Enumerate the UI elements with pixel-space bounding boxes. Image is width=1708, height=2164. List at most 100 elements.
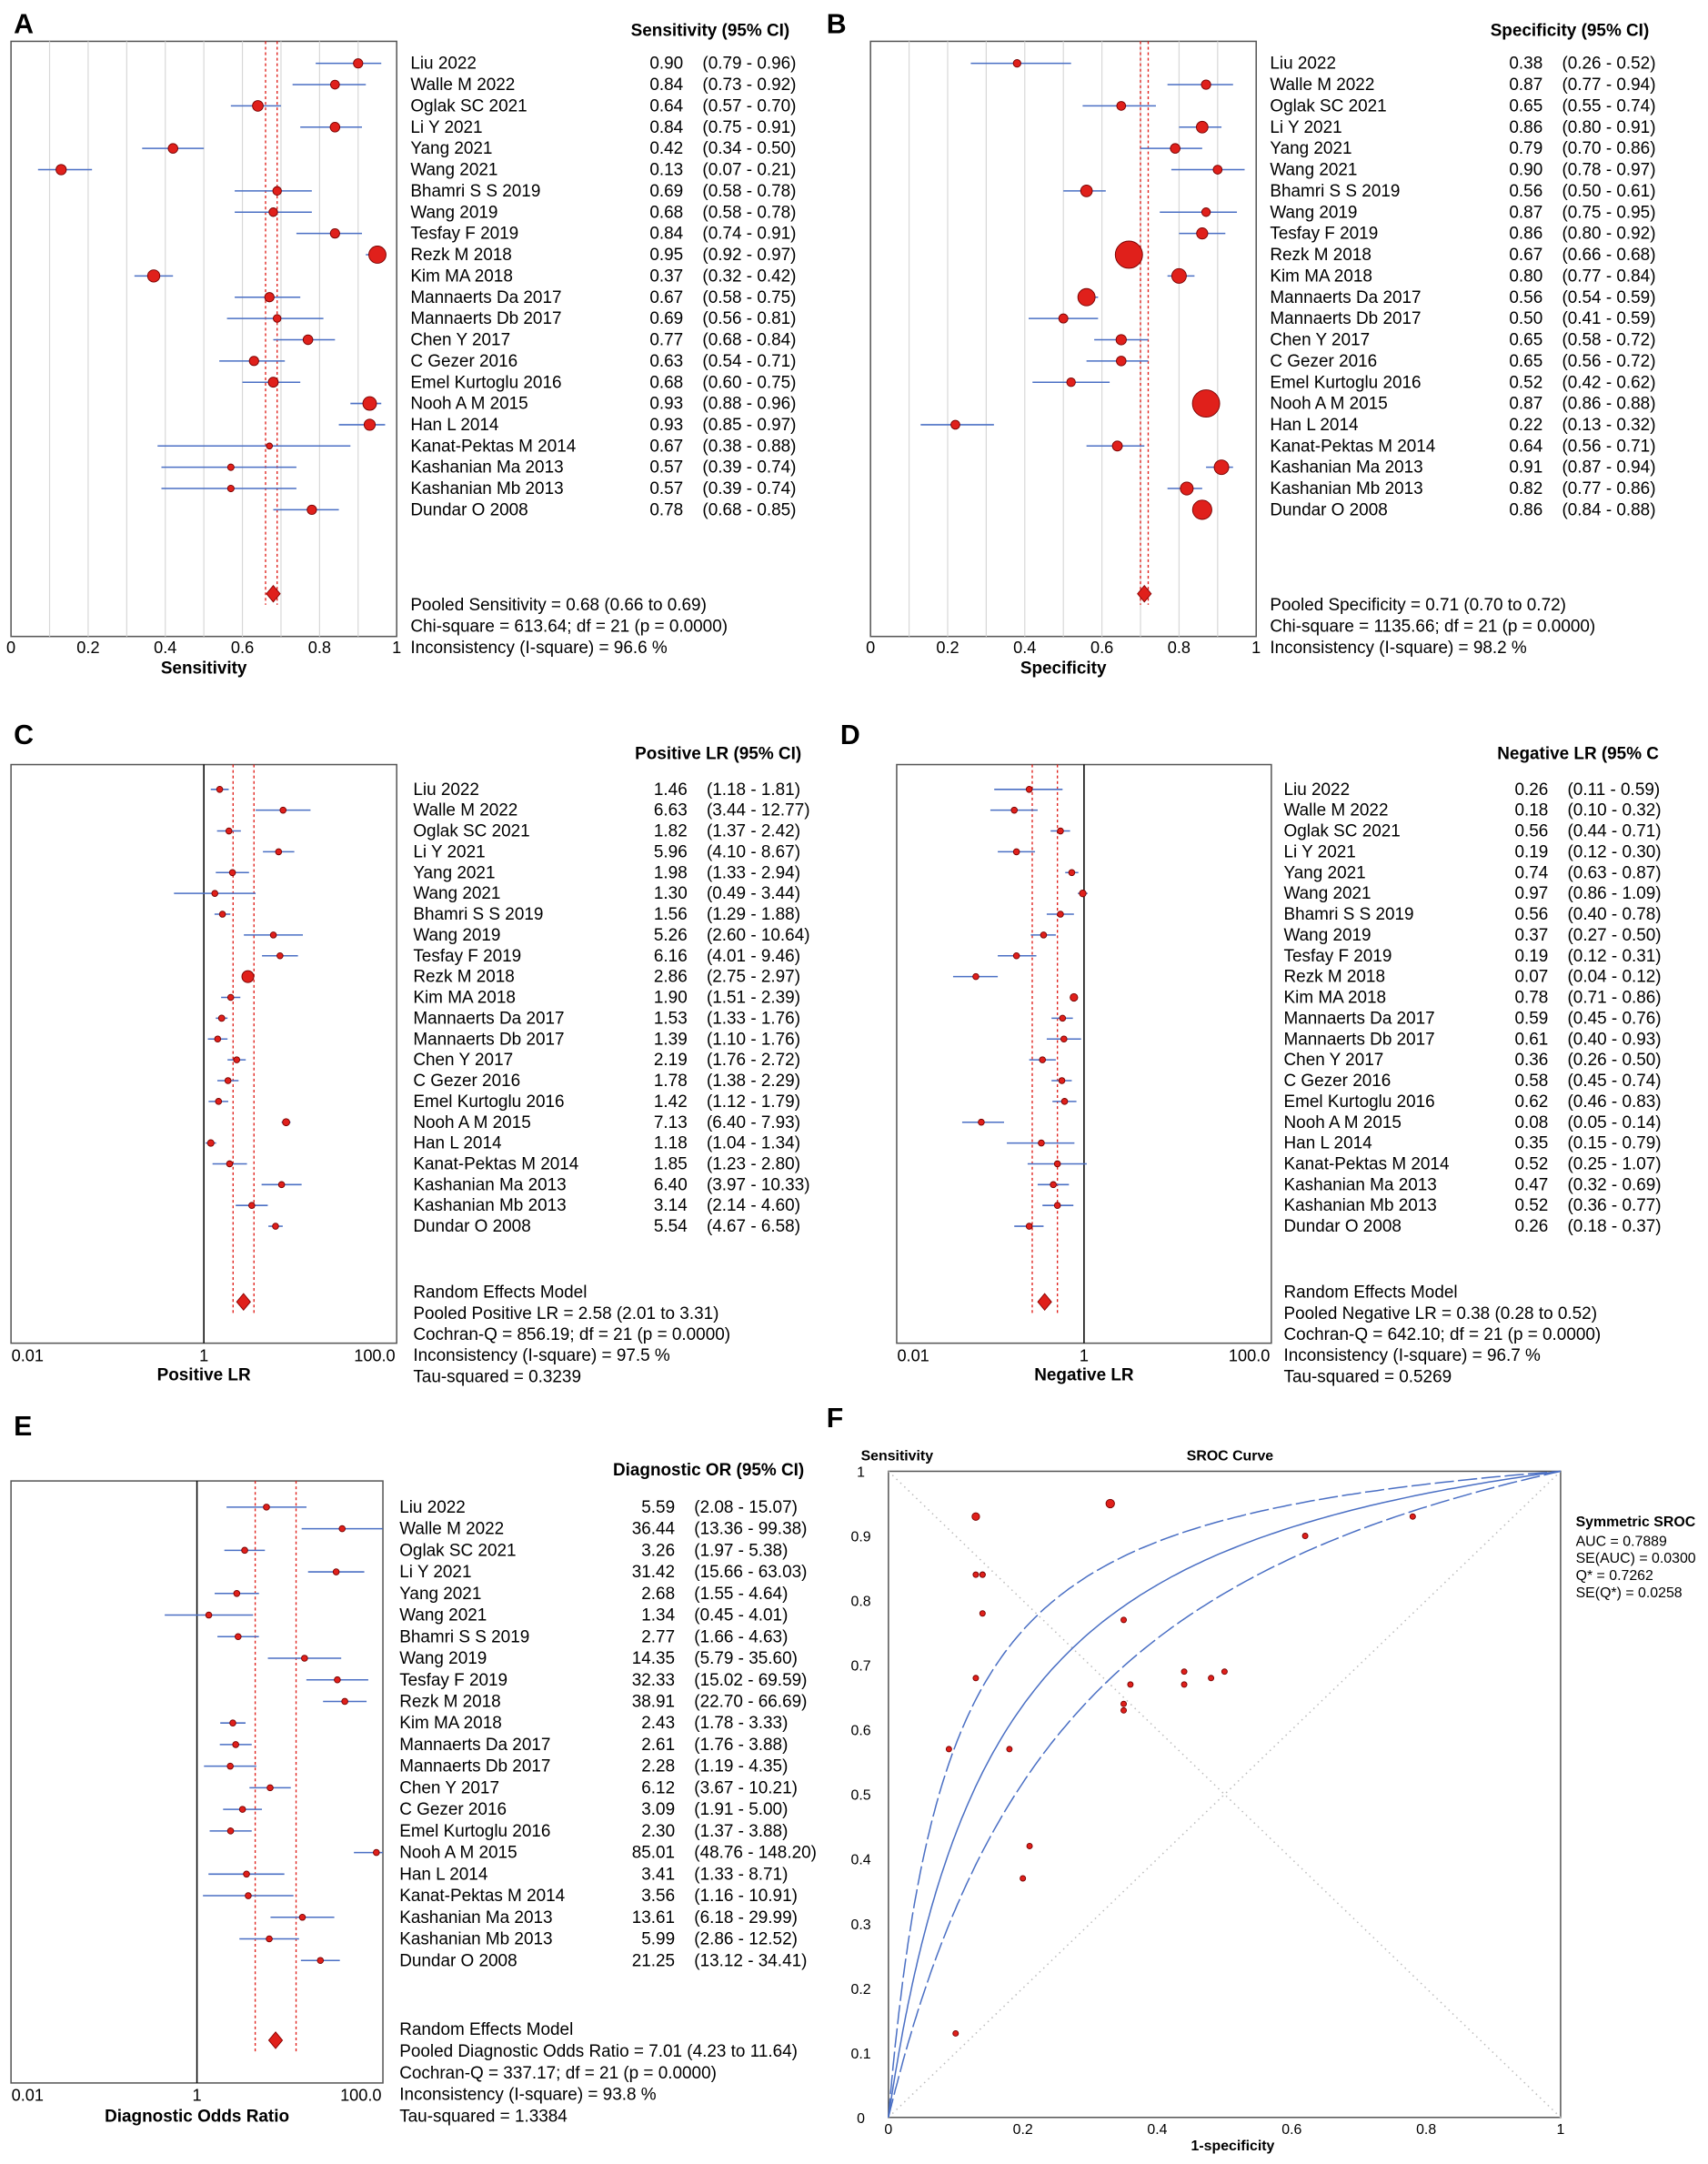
forest-plot-b: B Specificity (95% CI) Liu 2022 0.38 (0.26 -…	[827, 9, 1656, 678]
estimate-value: 0.67	[649, 288, 683, 307]
estimate-value: 1.18	[654, 1134, 688, 1153]
estimate-value: 0.93	[649, 416, 683, 435]
study-marker	[248, 1202, 256, 1209]
tick-label: 0.8	[308, 639, 331, 657]
estimate-value: 0.08	[1514, 1113, 1548, 1132]
study-marker	[1170, 143, 1181, 154]
study-name: Liu 2022	[413, 780, 479, 800]
study-name: Walle M 2022	[410, 75, 515, 95]
study-point	[945, 1746, 952, 1753]
tick-label: 0.2	[76, 639, 99, 657]
study-name: Kim MA 2018	[413, 989, 516, 1008]
sroc-statistic: AUC = 0.7889	[1576, 1534, 1667, 1549]
ci-value: (1.91 - 5.00)	[694, 1800, 788, 1819]
study-marker	[1060, 1098, 1069, 1105]
study-marker	[1191, 499, 1212, 520]
study-marker	[1053, 1202, 1061, 1209]
summary-line: Inconsistency (I-square) = 93.8 %	[399, 2086, 657, 2105]
study-marker	[330, 79, 340, 90]
study-marker	[1038, 1139, 1045, 1147]
ci-value: (0.05 - 0.14)	[1568, 1113, 1662, 1132]
axis-label: Sensitivity	[161, 659, 247, 679]
estimate-value: 0.79	[1509, 139, 1542, 158]
tick-label: 100.0	[1229, 1346, 1270, 1364]
study-name: Walle M 2022	[399, 1520, 504, 1539]
estimate-value: 0.90	[649, 55, 683, 74]
ci-value: (1.18 - 1.81)	[707, 780, 800, 800]
ci-value: (3.44 - 12.77)	[707, 801, 810, 820]
ci-value: (2.86 - 12.52)	[694, 1930, 798, 1949]
study-name: Kashanian Mb 2013	[410, 479, 563, 498]
study-marker	[217, 1014, 226, 1022]
ci-value: (0.50 - 0.61)	[1562, 182, 1655, 201]
study-name: Yang 2021	[399, 1585, 481, 1604]
study-marker	[266, 1935, 273, 1943]
study-name: Mannaerts Da 2017	[410, 288, 561, 307]
study-name: Walle M 2022	[1270, 75, 1374, 95]
estimate-value: 5.96	[654, 842, 688, 861]
estimate-value: 0.64	[649, 96, 683, 116]
panel-letter: F	[827, 1404, 844, 1434]
ci-value: (1.97 - 5.38)	[694, 1541, 788, 1560]
estimate-value: 36.44	[632, 1520, 675, 1539]
summary-line: Random Effects Model	[1284, 1283, 1458, 1303]
study-marker	[329, 122, 341, 133]
study-marker	[1196, 120, 1209, 134]
study-marker	[225, 827, 233, 835]
study-name: Kashanian Mb 2013	[1284, 1196, 1437, 1215]
study-name: C Gezer 2016	[399, 1800, 507, 1819]
estimate-value: 0.68	[649, 203, 683, 222]
ci-value: (13.12 - 34.41)	[694, 1951, 807, 1970]
ci-value: (0.07 - 0.21)	[702, 161, 796, 180]
study-name: Wang 2019	[410, 203, 497, 222]
tick-label: 0	[866, 639, 875, 657]
ci-value: (1.38 - 2.29)	[707, 1072, 800, 1091]
study-marker	[1196, 227, 1209, 240]
study-name: Rezk M 2018	[410, 246, 511, 265]
study-name: Mannaerts Db 2017	[1270, 309, 1421, 328]
study-marker	[226, 463, 235, 471]
estimate-value: 0.37	[1514, 926, 1548, 945]
study-marker	[1012, 848, 1020, 856]
study-name: Mannaerts Db 2017	[410, 309, 561, 328]
estimate-value: 0.65	[1509, 331, 1542, 350]
y-tick-label: 0.6	[851, 1724, 871, 1739]
study-marker	[1060, 1035, 1068, 1043]
estimate-value: 0.37	[649, 267, 683, 286]
ci-value: (0.38 - 0.88)	[702, 437, 796, 456]
estimate-value: 0.56	[1509, 182, 1542, 201]
study-point	[972, 1675, 980, 1682]
estimate-value: 0.67	[649, 437, 683, 456]
estimate-value: 0.63	[649, 352, 683, 371]
ci-value: (0.40 - 0.93)	[1568, 1030, 1662, 1049]
ci-value: (0.71 - 0.86)	[1568, 989, 1662, 1008]
summary-line: Tau-squared = 1.3384	[399, 2108, 568, 2127]
study-name: Li Y 2021	[413, 842, 485, 861]
study-name: Liu 2022	[1270, 55, 1336, 74]
estimate-value: 0.52	[1514, 1196, 1548, 1215]
estimate-value: 7.13	[654, 1113, 688, 1132]
estimate-value: 0.86	[1509, 225, 1542, 244]
study-name: C Gezer 2016	[413, 1072, 520, 1091]
study-name: Kim MA 2018	[1270, 267, 1372, 286]
study-marker	[363, 418, 377, 431]
panel-letter: B	[827, 9, 847, 39]
study-marker	[302, 334, 314, 346]
estimate-value: 3.56	[641, 1887, 675, 1906]
study-point	[1020, 1875, 1027, 1882]
study-marker	[1111, 440, 1123, 452]
sroc-plot: F Sensitivity SROC Curve 1-specificity 0 0.1 0…	[827, 1404, 1696, 2154]
estimate-value: 0.84	[649, 75, 683, 95]
ci-value: (0.68 - 0.85)	[702, 500, 796, 519]
study-name: Yang 2021	[410, 139, 492, 158]
study-name: Chen Y 2017	[1284, 1051, 1384, 1070]
estimate-value: 6.16	[654, 947, 688, 966]
estimate-value: 0.18	[1514, 801, 1548, 820]
estimate-value: 0.86	[1509, 500, 1542, 519]
study-name: Li Y 2021	[1270, 118, 1341, 137]
ci-value: (1.76 - 2.72)	[707, 1051, 800, 1070]
study-marker	[1080, 185, 1093, 197]
study-name: Dundar O 2008	[410, 500, 527, 519]
ci-value: (0.75 - 0.95)	[1562, 203, 1655, 222]
ci-value: (1.66 - 4.63)	[694, 1627, 788, 1646]
